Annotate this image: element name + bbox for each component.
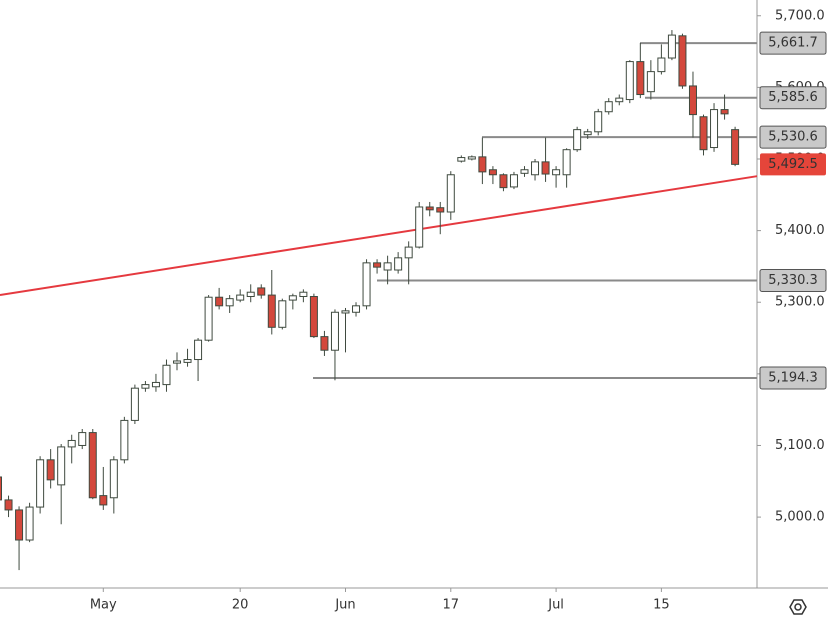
- last-price-box: [760, 153, 826, 176]
- candle-body: [267, 294, 276, 328]
- candle-body: [531, 161, 540, 176]
- candle-body: [330, 311, 339, 351]
- candle-body: [446, 174, 455, 213]
- candle-body: [130, 387, 139, 421]
- candle-body: [688, 85, 697, 116]
- candle-body: [467, 156, 476, 160]
- candle-body: [436, 207, 445, 213]
- candle-body: [552, 169, 561, 176]
- candle-body: [583, 131, 592, 136]
- candle-body: [425, 206, 434, 211]
- candle-body: [594, 111, 603, 133]
- candle-body: [520, 169, 529, 174]
- candle-body: [194, 339, 203, 361]
- candle-body: [341, 310, 350, 314]
- candle-body: [288, 295, 297, 301]
- candle-body: [657, 57, 666, 73]
- level-label: 5,585.6: [768, 90, 818, 105]
- candle-body: [636, 61, 645, 96]
- candle-body: [615, 97, 624, 103]
- candle-body: [183, 359, 192, 363]
- candle-body: [151, 381, 160, 388]
- candle-body: [625, 61, 634, 101]
- x-tick-label: Jun: [334, 598, 355, 613]
- candle-body: [120, 419, 129, 461]
- candle-body: [278, 300, 287, 328]
- y-tick-label: 5,100.0: [775, 438, 825, 453]
- candle-body: [204, 296, 213, 341]
- candle-body: [415, 206, 424, 248]
- candle-body: [46, 459, 55, 481]
- last-price-label: 5,492.5: [768, 157, 818, 172]
- candle-body: [404, 246, 413, 259]
- candle-body: [257, 287, 266, 296]
- candle-body: [25, 506, 34, 541]
- y-tick-label: 5,400.0: [775, 223, 825, 238]
- candle-body: [236, 294, 245, 301]
- candle-body: [562, 149, 571, 176]
- candle-body: [499, 174, 508, 189]
- level-label-box: [759, 269, 827, 293]
- x-tick-label: 17: [443, 598, 460, 613]
- candle-body: [299, 291, 308, 298]
- x-tick-label: 15: [653, 598, 670, 613]
- candle-body: [573, 129, 582, 151]
- candle-body: [215, 296, 224, 307]
- candle-body: [67, 439, 76, 448]
- candle-body: [541, 161, 550, 175]
- candle-body: [373, 262, 382, 268]
- candle-body: [646, 71, 655, 93]
- candle-body: [394, 257, 403, 271]
- candle-body: [731, 129, 740, 165]
- candle-body: [57, 446, 66, 486]
- level-label: 5,330.3: [768, 273, 818, 288]
- level-label: 5,661.7: [768, 36, 818, 51]
- candle-body: [109, 459, 118, 499]
- trend-line: [0, 175, 758, 297]
- x-tick-label: Jul: [547, 598, 564, 613]
- level-label-box: [759, 366, 827, 390]
- candle-body: [667, 34, 676, 59]
- candle-body: [141, 384, 150, 389]
- candle-body: [15, 509, 24, 541]
- candle-body: [0, 476, 2, 501]
- candle-body: [720, 109, 729, 115]
- candle-body: [78, 432, 87, 446]
- x-tick-label: May: [90, 598, 117, 613]
- candle-body: [509, 174, 518, 188]
- candle-body: [678, 35, 687, 87]
- y-tick-label: 5,700.0: [775, 8, 825, 23]
- candle-body: [162, 364, 171, 386]
- level-label-box: [759, 125, 827, 149]
- y-tick-label: 5,000.0: [775, 510, 825, 525]
- candle-body: [173, 360, 182, 364]
- candle-body: [309, 296, 318, 338]
- level-label-box: [759, 31, 827, 55]
- candle-body: [383, 262, 392, 271]
- candle-body: [478, 156, 487, 173]
- candle-body: [457, 157, 466, 162]
- candle-body: [352, 305, 361, 313]
- candle-body: [604, 101, 613, 113]
- settings-icon[interactable]: [789, 599, 807, 615]
- x-tick-label: 20: [232, 598, 249, 613]
- candle-body: [710, 109, 719, 149]
- candle-body: [488, 169, 497, 176]
- candle-body: [362, 262, 371, 307]
- level-label: 5,530.6: [768, 130, 818, 145]
- level-label-box: [759, 86, 827, 110]
- candle-body: [246, 291, 255, 298]
- candle-body: [4, 499, 13, 511]
- candle-body: [225, 298, 234, 307]
- candle-body: [699, 116, 708, 151]
- candle-body: [320, 336, 329, 351]
- candle-body: [36, 459, 45, 508]
- y-tick-label: 5,300.0: [775, 295, 825, 310]
- level-label: 5,194.3: [768, 370, 818, 385]
- candle-body: [88, 432, 97, 499]
- candle-body: [99, 495, 108, 506]
